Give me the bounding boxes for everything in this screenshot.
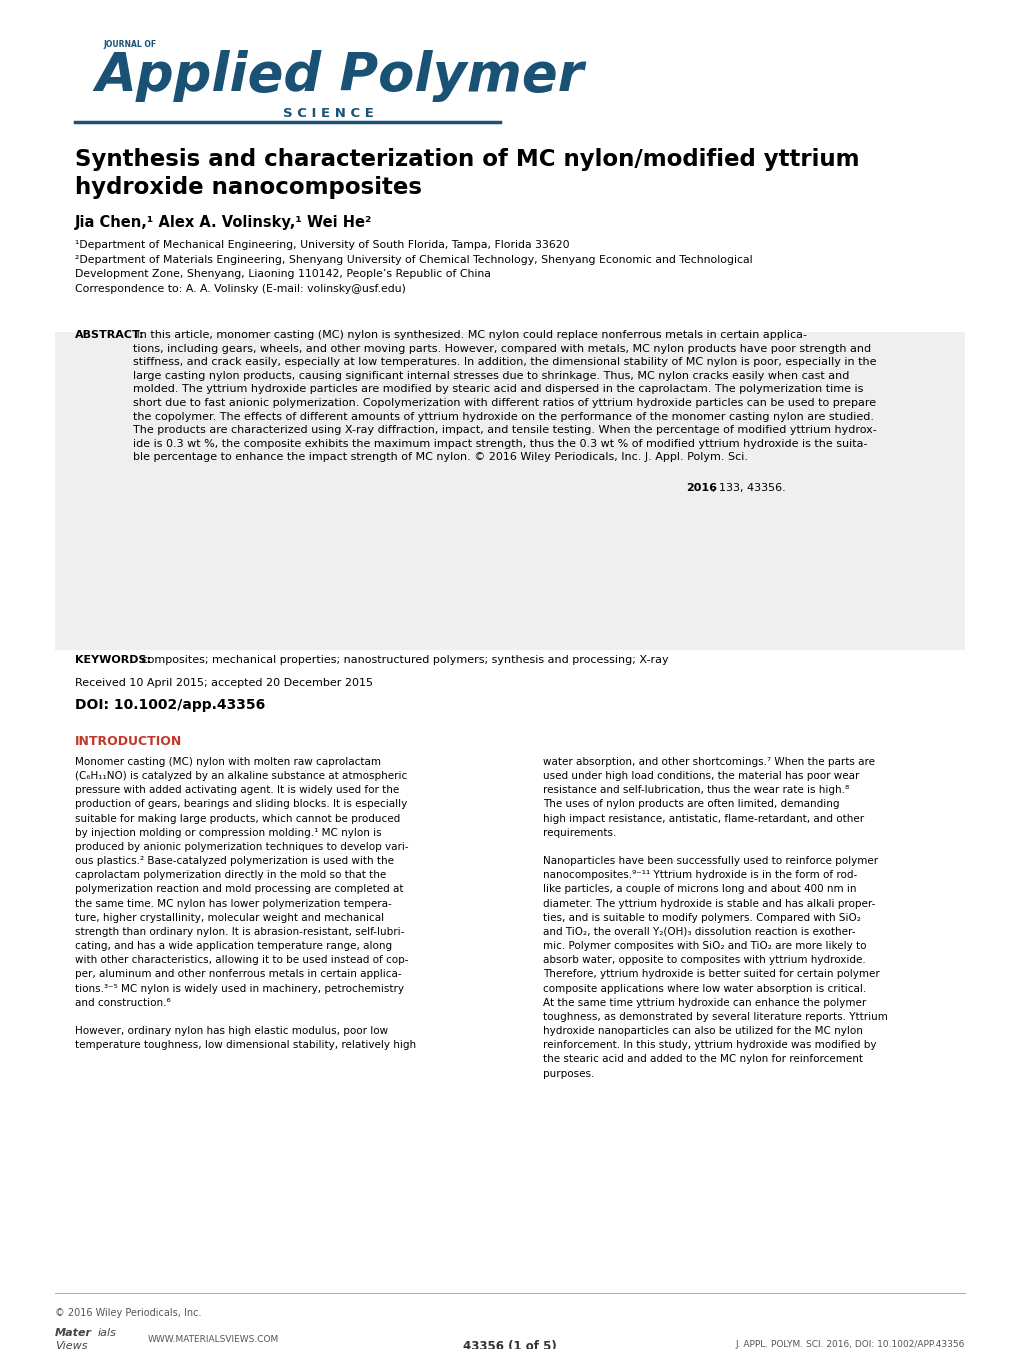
Bar — [55, 332, 964, 650]
Text: Synthesis and characterization of MC nylon/modified yttrium: Synthesis and characterization of MC nyl… — [75, 148, 859, 171]
Text: In this article, monomer casting (MC) nylon is synthesized. MC nylon could repla: In this article, monomer casting (MC) ny… — [132, 331, 876, 463]
Text: ¹Department of Mechanical Engineering, University of South Florida, Tampa, Flori: ¹Department of Mechanical Engineering, U… — [75, 240, 569, 250]
Text: 43356 (1 of 5): 43356 (1 of 5) — [463, 1340, 556, 1349]
Text: Jia Chen,¹ Alex A. Volinsky,¹ Wei He²: Jia Chen,¹ Alex A. Volinsky,¹ Wei He² — [75, 214, 372, 229]
Text: JOURNAL OF: JOURNAL OF — [103, 40, 156, 49]
Text: Correspondence to: A. A. Volinsky (E-mail: volinsky@usf.edu): Correspondence to: A. A. Volinsky (E-mai… — [75, 285, 406, 294]
Text: ²Department of Materials Engineering, Shenyang University of Chemical Technology: ²Department of Materials Engineering, Sh… — [75, 255, 752, 264]
Text: © 2016 Wiley Periodicals, Inc.: © 2016 Wiley Periodicals, Inc. — [55, 1309, 202, 1318]
Text: 2016: 2016 — [686, 483, 716, 492]
Text: composites; mechanical properties; nanostructured polymers; synthesis and proces: composites; mechanical properties; nanos… — [138, 656, 668, 665]
Text: hydroxide nanocomposites: hydroxide nanocomposites — [75, 175, 422, 200]
Text: Monomer casting (MC) nylon with molten raw caprolactam
(C₆H₁₁NO) is catalyzed by: Monomer casting (MC) nylon with molten r… — [75, 757, 416, 1051]
Text: water absorption, and other shortcomings.⁷ When the parts are
used under high lo: water absorption, and other shortcomings… — [542, 757, 887, 1078]
Text: J. APPL. POLYM. SCI. 2016, DOI: 10.1002/APP.43356: J. APPL. POLYM. SCI. 2016, DOI: 10.1002/… — [735, 1340, 964, 1349]
Text: S C I E N C E: S C I E N C E — [282, 107, 374, 120]
Text: Development Zone, Shenyang, Liaoning 110142, People’s Republic of China: Development Zone, Shenyang, Liaoning 110… — [75, 268, 490, 279]
Text: Views: Views — [55, 1341, 88, 1349]
Text: Applied Polymer: Applied Polymer — [95, 50, 583, 103]
Text: ABSTRACT:: ABSTRACT: — [75, 331, 145, 340]
Text: DOI: 10.1002/app.43356: DOI: 10.1002/app.43356 — [75, 697, 265, 712]
Text: INTRODUCTION: INTRODUCTION — [75, 735, 182, 747]
Text: ials: ials — [98, 1327, 117, 1338]
Text: KEYWORDS:: KEYWORDS: — [75, 656, 151, 665]
Text: Received 10 April 2015; accepted 20 December 2015: Received 10 April 2015; accepted 20 Dece… — [75, 679, 373, 688]
Text: WWW.MATERIALSVIEWS.COM: WWW.MATERIALSVIEWS.COM — [148, 1336, 279, 1344]
Text: , 133, 43356.: , 133, 43356. — [711, 483, 785, 492]
Text: Mater: Mater — [55, 1327, 92, 1338]
